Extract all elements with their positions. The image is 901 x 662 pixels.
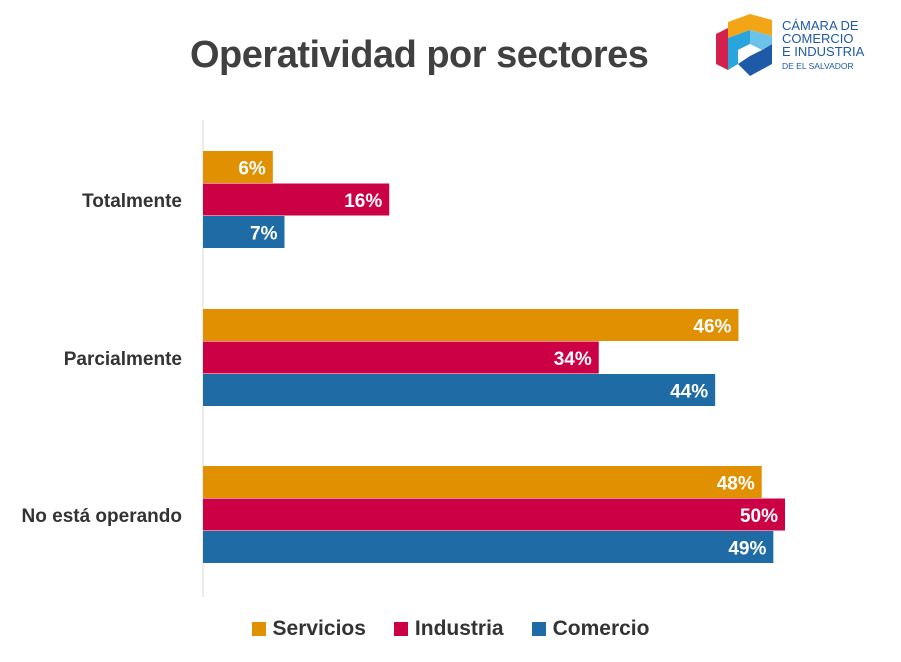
data-label: 7% [250, 223, 278, 244]
bar-servicios [203, 466, 762, 498]
legend-label: Industria [414, 617, 504, 640]
category-label: Totalmente [82, 191, 182, 212]
bar-comercio [203, 374, 716, 406]
chart-title: Operatividad por sectores [190, 34, 649, 76]
legend-label: Servicios [272, 617, 366, 640]
data-label: 46% [693, 316, 731, 337]
legend-item-servicios: Servicios [251, 617, 366, 641]
legend-swatch [251, 622, 266, 636]
data-label: 48% [717, 473, 755, 494]
data-label: 49% [728, 538, 766, 559]
logo-line: CÁMARA DE [782, 18, 859, 33]
data-label: 44% [670, 381, 708, 402]
logo-line: E INDUSTRIA [782, 44, 865, 59]
legend-swatch [531, 622, 546, 636]
legend-swatch [393, 622, 408, 636]
bar-industria [203, 183, 390, 216]
legend: Servicios Industria Comercio [0, 617, 901, 641]
legend-item-industria: Industria [393, 617, 504, 641]
bar-industria [203, 498, 785, 531]
legend-label: Comercio [552, 617, 650, 640]
bar-comercio [203, 216, 285, 248]
data-label: 16% [344, 191, 382, 212]
data-label: 50% [740, 506, 778, 527]
category-label: No está operando [22, 506, 182, 527]
logo-line: COMERCIO [782, 31, 854, 46]
logo-cube-icon [716, 14, 772, 76]
data-label: 34% [554, 349, 592, 370]
data-label: 6% [238, 158, 266, 179]
category-label: Parcialmente [64, 349, 182, 370]
bar-industria [203, 341, 599, 374]
logo-line: DE EL SALVADOR [782, 61, 854, 71]
bar-comercio [203, 531, 774, 563]
bar-servicios [203, 151, 273, 183]
chamber-logo: CÁMARA DE COMERCIO E INDUSTRIA DE EL SAL… [716, 14, 876, 80]
bar-servicios [203, 309, 739, 341]
legend-item-comercio: Comercio [531, 617, 650, 641]
